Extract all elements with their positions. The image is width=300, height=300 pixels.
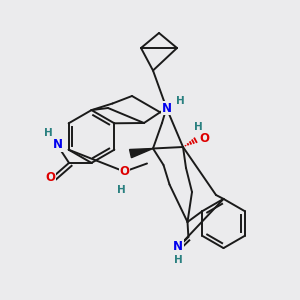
Text: H: H (117, 184, 126, 195)
Text: H: H (173, 255, 182, 265)
Text: H: H (194, 122, 202, 133)
Text: H: H (176, 95, 184, 106)
Text: N: N (162, 101, 172, 115)
Text: O: O (119, 165, 130, 178)
Text: N: N (173, 240, 183, 253)
Polygon shape (130, 148, 153, 158)
Text: H: H (44, 128, 53, 138)
Text: O: O (45, 171, 56, 184)
Text: N: N (52, 138, 63, 151)
Text: O: O (200, 132, 210, 146)
